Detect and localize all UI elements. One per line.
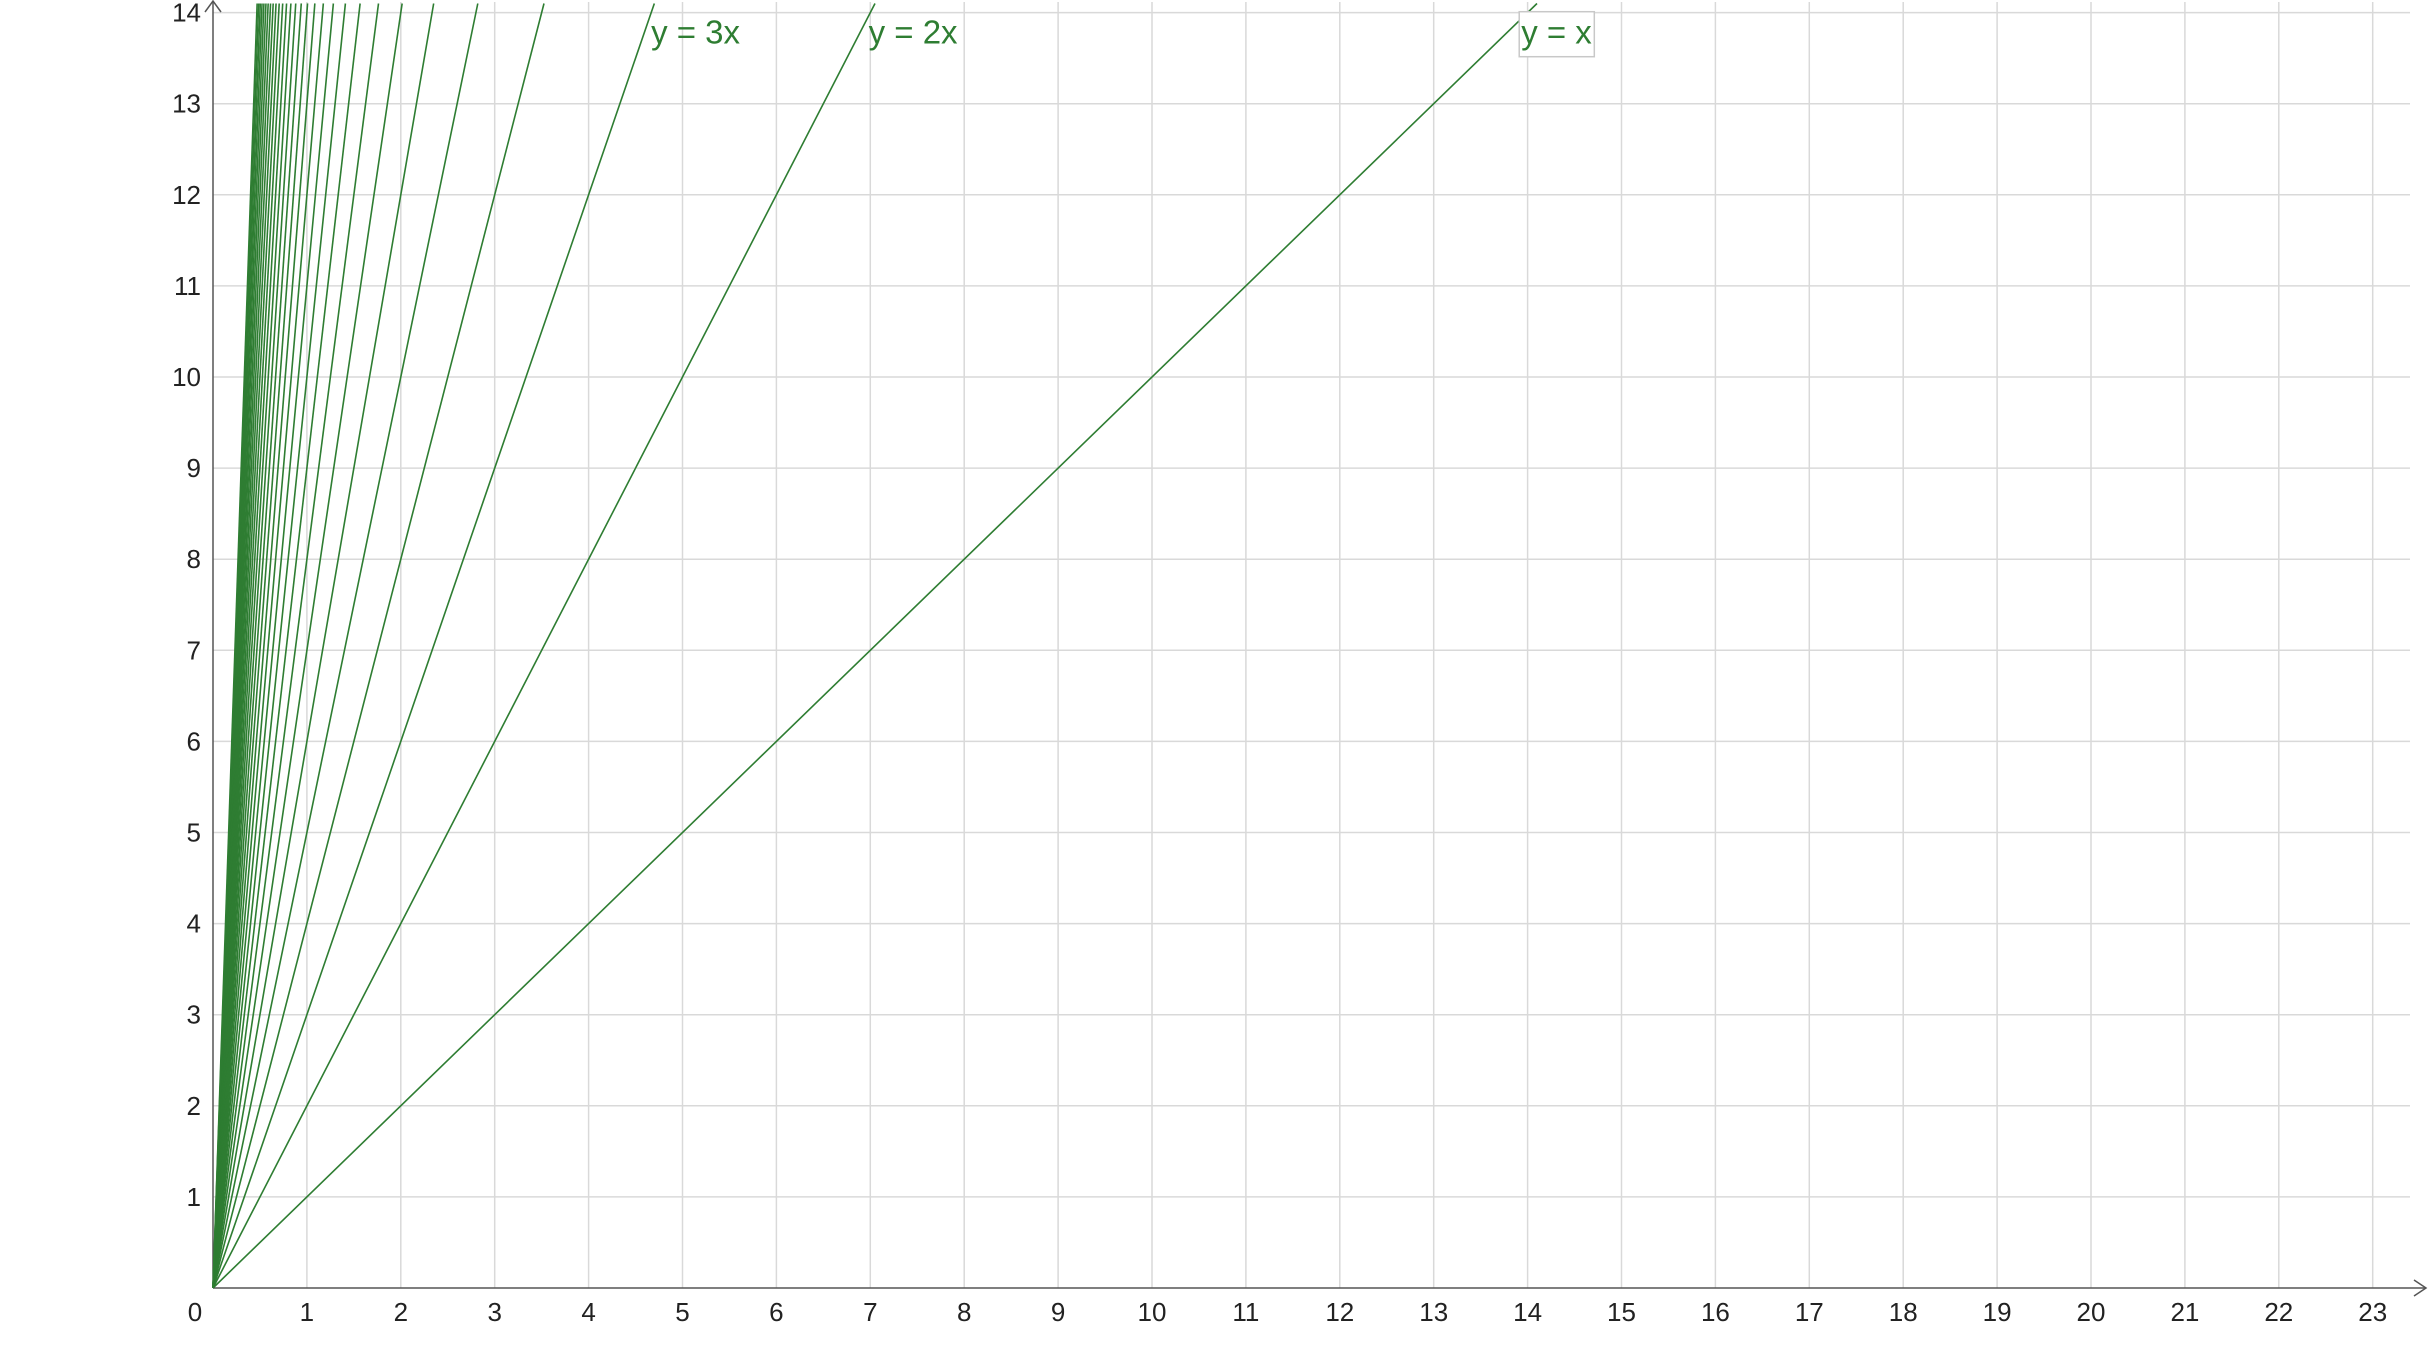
series-line bbox=[212, 2, 1538, 1289]
y-tick-label: 13 bbox=[172, 89, 201, 119]
y-tick-label: 8 bbox=[187, 544, 201, 574]
y-axis-arrow bbox=[204, 0, 222, 13]
y-tick-label: 9 bbox=[187, 453, 201, 483]
y-tick-label: 2 bbox=[187, 1091, 201, 1121]
x-tick-label: 21 bbox=[2170, 1297, 2199, 1327]
series-line bbox=[212, 3, 297, 1289]
series-line bbox=[212, 3, 403, 1289]
series-label: y = x bbox=[1518, 10, 1596, 58]
series-label-text: y = x bbox=[1521, 14, 1592, 51]
x-tick-label: 8 bbox=[957, 1297, 971, 1327]
grid bbox=[213, 2, 2410, 1288]
y-tick-label: 5 bbox=[187, 818, 201, 848]
series-line bbox=[212, 3, 316, 1289]
x-tick-label: 16 bbox=[1701, 1297, 1730, 1327]
series-label-box bbox=[1518, 10, 1596, 58]
y-tick-label: 3 bbox=[187, 1000, 201, 1030]
x-tick-label: 9 bbox=[1051, 1297, 1065, 1327]
y-tick-label: 4 bbox=[187, 909, 201, 939]
series-line bbox=[212, 3, 380, 1289]
x-axis-arrow bbox=[2413, 1279, 2428, 1297]
y-tick-label: 14 bbox=[172, 0, 201, 28]
series-line bbox=[212, 3, 656, 1289]
x-tick-label: 12 bbox=[1325, 1297, 1354, 1327]
series-label: y = 3x bbox=[651, 14, 740, 51]
x-tick-label: 13 bbox=[1419, 1297, 1448, 1327]
x-tick-label: 1 bbox=[300, 1297, 314, 1327]
series-line bbox=[212, 3, 347, 1289]
x-tick-label: 6 bbox=[769, 1297, 783, 1327]
y-tick-label: 6 bbox=[187, 726, 201, 756]
y-tick-label: 10 bbox=[172, 362, 201, 392]
x-tick-label: 5 bbox=[675, 1297, 689, 1327]
series-label-text: y = 3x bbox=[651, 14, 740, 51]
x-tick-label: 11 bbox=[1232, 1297, 1259, 1327]
x-tick-label: 4 bbox=[581, 1297, 595, 1327]
series-line bbox=[212, 3, 435, 1289]
y-tick-label: 7 bbox=[187, 635, 201, 665]
series-line bbox=[212, 3, 303, 1289]
x-tick-label: 23 bbox=[2358, 1297, 2387, 1327]
x-tick-label: 3 bbox=[487, 1297, 501, 1327]
series-label-text: y = 2x bbox=[869, 14, 958, 51]
series-line bbox=[212, 3, 361, 1289]
axes: 0 1 2 3 4 5 6 7 8 9 10 11 12 13 14 15 16 17 18 19 20 21 22 2312… bbox=[172, 0, 2428, 1327]
series-line bbox=[212, 3, 325, 1289]
series-line bbox=[212, 3, 545, 1289]
x-tick-label: 7 bbox=[863, 1297, 877, 1327]
x-tick-label: 20 bbox=[2077, 1297, 2106, 1327]
series-labels: y = x y = 2x y = 3x bbox=[651, 10, 1596, 58]
x-tick-label: 15 bbox=[1607, 1297, 1636, 1327]
series-line bbox=[212, 3, 479, 1289]
series-line bbox=[212, 3, 309, 1289]
x-tick-label: 22 bbox=[2264, 1297, 2293, 1327]
series-lines bbox=[212, 2, 1538, 1289]
y-tick-label: 1 bbox=[187, 1182, 201, 1212]
series-label: y = 2x bbox=[869, 14, 958, 51]
series-line bbox=[212, 3, 876, 1289]
series-line bbox=[212, 3, 258, 1289]
x-tick-label: 0 bbox=[188, 1297, 202, 1327]
y-tick-label: 11 bbox=[174, 271, 201, 301]
x-tick-label: 18 bbox=[1889, 1297, 1918, 1327]
series-line bbox=[212, 3, 335, 1289]
x-tick-label: 10 bbox=[1138, 1297, 1167, 1327]
x-tick-label: 2 bbox=[394, 1297, 408, 1327]
y-tick-label: 12 bbox=[172, 180, 201, 210]
x-tick-label: 17 bbox=[1795, 1297, 1824, 1327]
x-tick-label: 14 bbox=[1513, 1297, 1542, 1327]
x-tick-label: 19 bbox=[1983, 1297, 2012, 1327]
